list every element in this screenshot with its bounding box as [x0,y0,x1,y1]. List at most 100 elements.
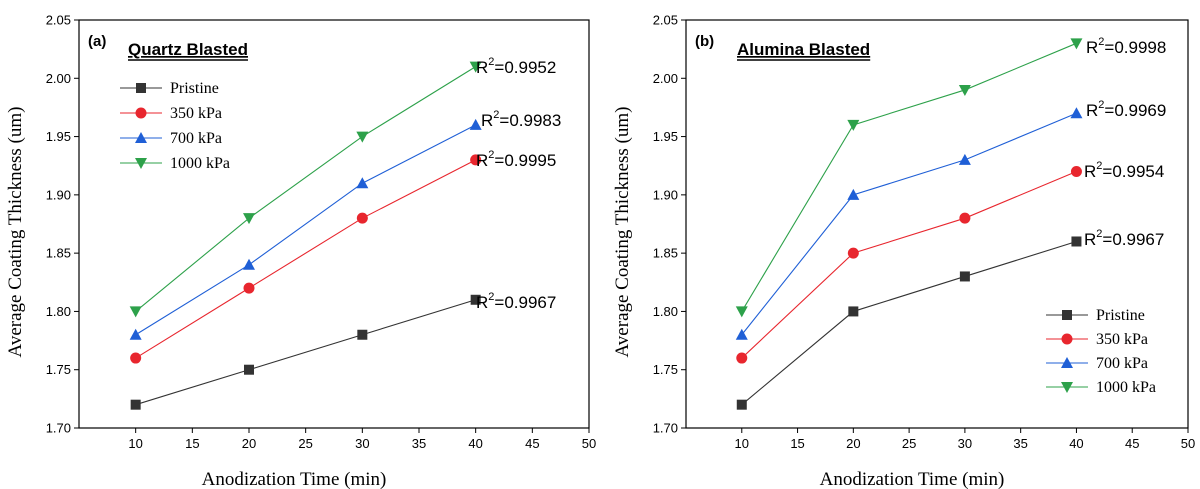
chart-panel-a: 10 15 20 25 30 35 40 45 50 1.70 1.75 1.80 1.85 1.90 1.… [5,13,596,489]
plot-frame [685,19,1189,429]
legend: Pristine 350 kPa 700 kPa 1000 kPa [120,80,230,172]
series-700-kpa [735,107,1083,340]
x-axis-title: Anodization Time (min) [202,469,387,489]
series-line [135,299,476,406]
series-350-kpa [130,154,482,364]
y-tick-label: 1.95 [653,129,678,144]
r2-annotation: R2=0.9952 [476,56,556,77]
y-axis-title: Average Coating Thickness (um) [612,107,633,358]
x-tick-label: 35 [412,436,426,451]
data-point [1071,236,1082,247]
data-point [1070,107,1083,119]
series-line [741,171,1077,359]
x-tick-label: 15 [185,436,199,451]
series-line [741,240,1077,406]
data-point [847,119,860,131]
series-700-kpa [129,118,482,340]
x-tick-label: 10 [128,436,142,451]
data-point [847,247,859,259]
legend-marker [1061,382,1073,393]
legend-marker [135,107,147,119]
x-tick-label: 25 [902,436,916,451]
legend-marker [135,132,147,143]
y-tick-label: 2.05 [653,13,678,28]
r2-annotation: R2=0.9967 [476,291,556,312]
data-point [470,294,481,305]
data-point [356,177,369,189]
y-tick-label: 1.80 [46,304,71,319]
data-point [735,328,748,340]
legend-label: 350 kPa [1096,331,1148,348]
legend-label: 1000 kPa [170,155,230,172]
y-tick-label: 1.75 [46,362,71,377]
legend-marker [135,158,147,169]
chart-panel-b: 10 15 20 25 30 35 40 45 50 1.70 1.75 1.80 1.85 1.90 1.… [612,13,1195,489]
data-point [130,352,142,364]
legend-label: 700 kPa [170,130,222,147]
data-point [357,329,368,340]
series-pristine [736,236,1082,410]
data-point [958,84,971,96]
plot-frame [78,19,590,429]
x-tick-label: 45 [525,436,539,451]
r2-annotation: R2=0.9998 [1086,36,1166,57]
x-tick-label: 40 [468,436,482,451]
x-tick-label: 20 [846,436,860,451]
x-tick-label: 25 [298,436,312,451]
data-point [243,258,255,270]
series-350-kpa [736,166,1082,364]
data-point [129,328,142,340]
y-tick-label: 2.00 [46,71,71,86]
data-point [356,212,368,224]
x-tick-label: 10 [735,436,749,451]
legend-label: 700 kPa [1096,355,1148,372]
y-tick-label: 1.95 [46,129,71,144]
y-tick-label: 1.75 [653,362,678,377]
y-tick-label: 2.00 [653,71,678,86]
y-tick-label: 1.90 [653,187,678,202]
series-1000-kpa [129,61,482,318]
x-tick-label: 35 [1013,436,1027,451]
data-point [469,61,482,73]
x-tick-label: 40 [1069,436,1083,451]
data-point [736,399,747,410]
series-pristine [130,294,481,410]
y-tick-label: 1.70 [46,421,71,436]
data-point [959,212,971,224]
data-point [129,306,142,318]
legend-marker [1061,357,1073,368]
series-line [135,66,476,312]
y-axis-title: Average Coating Thickness (um) [5,107,26,358]
y-tick-label: 1.70 [653,421,678,436]
r2-annotation: R2=0.9967 [1084,228,1164,249]
data-point [848,306,859,317]
data-point [130,399,141,410]
data-point [356,131,369,143]
legend: Pristine 350 kPa 700 kPa 1000 kPa [1046,307,1156,396]
legend-marker [1061,333,1073,345]
panel-label: (b) [695,33,714,50]
x-axis-title: Anodization Time (min) [820,469,1005,489]
data-point [469,118,482,130]
data-point [958,153,971,165]
x-tick-label: 30 [355,436,369,451]
y-tick-label: 1.90 [46,187,71,202]
panel-title: Quartz Blasted [128,40,248,59]
legend-label: Pristine [170,80,219,97]
x-tick-label: 50 [582,436,596,451]
x-tick-label: 15 [790,436,804,451]
y-tick-label: 1.85 [46,246,71,261]
data-point [1070,166,1082,178]
data-point [847,188,860,200]
r2-annotation: R2=0.9954 [1084,160,1164,181]
data-point [736,352,748,364]
series-1000-kpa [735,38,1083,318]
y-tick-label: 1.80 [653,304,678,319]
panel-label: (a) [88,33,106,50]
x-tick-label: 45 [1125,436,1139,451]
y-tick-label: 1.85 [653,246,678,261]
legend-marker [1062,310,1072,320]
data-point [735,306,748,318]
r2-annotation: R2=0.9969 [1086,99,1166,120]
